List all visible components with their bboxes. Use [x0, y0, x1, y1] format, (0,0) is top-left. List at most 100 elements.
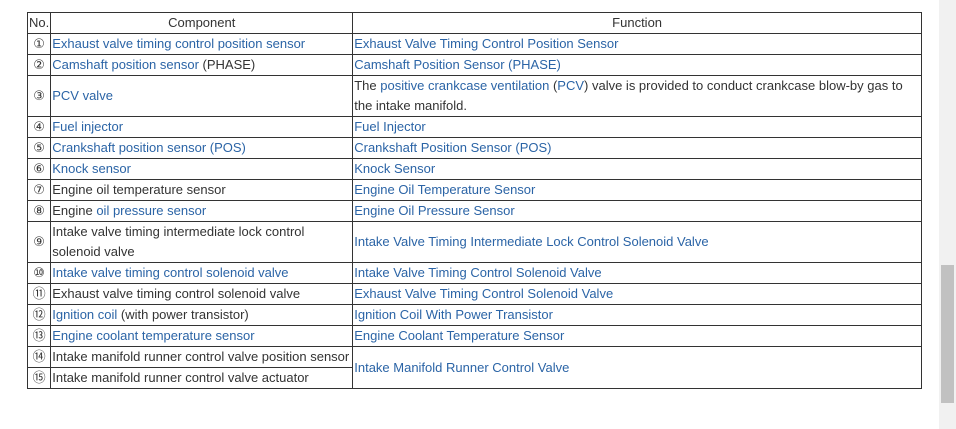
text: ) valve is provided to conduct crankcase… [354, 78, 903, 113]
link[interactable]: Intake Manifold Runner Control Valve [354, 359, 570, 375]
row-number: ⑭ [26, 346, 52, 368]
link[interactable]: Crankshaft Position Sensor (POS) [354, 140, 552, 155]
table-row: ⑮ Intake manifold runner control valve ac… [26, 367, 922, 389]
link[interactable]: PCV valve [52, 88, 113, 103]
text: Intake manifold runner control valve pos… [52, 349, 350, 364]
table-row: ⑩ Intake valve timing control solenoid va… [26, 262, 922, 284]
component-cell: Intake manifold runner control valve act… [50, 367, 354, 389]
component-cell: Exhaust valve timing control solenoid va… [50, 283, 354, 305]
link[interactable]: Exhaust Valve Timing Control Position Se… [354, 36, 619, 51]
link[interactable]: Crankshaft position sensor (POS) [52, 140, 246, 155]
link[interactable]: Knock sensor [52, 161, 131, 176]
table-row: ③ PCV valve The positive crankcase ventila… [26, 75, 922, 117]
component-cell: Exhaust valve timing control position se… [50, 33, 354, 55]
component-cell: Engine coolant temperature sensor [50, 325, 354, 347]
row-number: ⑫ [26, 304, 52, 326]
row-number: ⑧ [26, 200, 52, 222]
link[interactable]: Intake Valve Timing Control Solenoid Val… [354, 265, 602, 280]
function-cell: Engine Coolant Temperature Sensor [352, 325, 922, 347]
row-number: ② [26, 54, 52, 76]
link[interactable]: Ignition Coil With Power Transistor [354, 307, 553, 322]
function-cell: Knock Sensor [352, 158, 922, 180]
table-row: ② Camshaft position sensor (PHASE) Camshaf… [26, 54, 922, 76]
link[interactable]: PCV [557, 78, 585, 93]
component-cell: Engine oil pressure sensor [50, 200, 354, 222]
function-cell: Ignition Coil With Power Transistor [352, 304, 922, 326]
component-cell: Ignition coil (with power transistor) [50, 304, 354, 326]
component-cell: Knock sensor [50, 158, 354, 180]
link[interactable]: positive crankcase ventilation [380, 78, 550, 93]
component-cell: Intake valve timing control solenoid val… [50, 262, 354, 284]
function-cell: Engine Oil Pressure Sensor [352, 200, 922, 222]
row-number: ⑬ [26, 325, 52, 347]
component-cell: Crankshaft position sensor (POS) [50, 137, 354, 159]
link[interactable]: Knock Sensor [354, 161, 436, 176]
text: Exhaust valve timing control solenoid va… [52, 286, 301, 301]
text: Engine oil temperature sensor [52, 182, 226, 197]
link[interactable]: Fuel injector [52, 119, 124, 134]
function-cell: Exhaust Valve Timing Control Position Se… [352, 33, 922, 55]
table-row: ⑨ Intake valve timing intermediate lock c… [26, 221, 922, 263]
row-number: ⑩ [26, 262, 52, 284]
table-row: ⑪ Exhaust valve timing control solenoid v… [26, 283, 922, 305]
header-cell: Function [352, 12, 922, 34]
header-cell: No. [26, 12, 52, 34]
link[interactable]: Intake Valve Timing Intermediate Lock Co… [354, 234, 709, 249]
component-table: No. Component Function ① Exhaust valve ti… [26, 12, 922, 389]
table-row: ⑭ Intake manifold runner control valve po… [26, 346, 922, 389]
link[interactable]: Engine coolant temperature sensor [52, 328, 255, 343]
component-cell: Fuel injector [50, 116, 354, 138]
text: ( [549, 78, 558, 93]
table-row: ⑦ Engine oil temperature sensor Engine Oil… [26, 179, 922, 201]
function-cell: The positive crankcase ventilation (PCV)… [352, 75, 922, 117]
component-cell: PCV valve [50, 75, 354, 117]
table-body: ① Exhaust valve timing control position s… [26, 33, 922, 389]
component-cell: Intake valve timing intermediate lock co… [50, 221, 354, 263]
link[interactable]: Exhaust Valve Timing Control Solenoid Va… [354, 286, 614, 301]
row-number: ⑦ [26, 179, 52, 201]
text: (PHASE) [198, 57, 256, 72]
text: Engine [52, 203, 97, 218]
function-cell: Camshaft Position Sensor (PHASE) [352, 54, 922, 76]
function-cell: Intake Valve Timing Intermediate Lock Co… [352, 221, 922, 263]
link[interactable]: Ignition coil [52, 307, 118, 322]
table-row: ⑥ Knock sensor Knock Sensor [26, 158, 922, 180]
function-cell: Exhaust Valve Timing Control Solenoid Va… [352, 283, 922, 305]
component-cell: Engine oil temperature sensor [50, 179, 354, 201]
link[interactable]: Engine Oil Temperature Sensor [354, 182, 536, 197]
component-cell: Camshaft position sensor (PHASE) [50, 54, 354, 76]
link[interactable]: Camshaft Position Sensor (PHASE) [354, 57, 561, 72]
link[interactable]: Exhaust valve timing control position se… [52, 36, 306, 51]
header-row: No. Component Function [26, 12, 922, 34]
link[interactable]: oil pressure sensor [96, 203, 207, 218]
text: (with power transistor) [117, 307, 249, 322]
link[interactable]: Engine Coolant Temperature Sensor [354, 328, 565, 343]
link[interactable]: Engine Oil Pressure Sensor [354, 203, 515, 218]
row-number: ① [26, 33, 52, 55]
function-cell: Intake Manifold Runner Control Valve [352, 346, 922, 389]
scrollbar-track[interactable] [939, 0, 956, 429]
link[interactable]: Camshaft position sensor [52, 57, 199, 72]
table-head: No. Component Function [26, 12, 922, 34]
text: Intake valve timing intermediate lock co… [52, 224, 305, 259]
row-number: ⑨ [26, 221, 52, 263]
table-row: ⑫ Ignition coil (with power transistor) Ig… [26, 304, 922, 326]
function-cell: Fuel Injector [352, 116, 922, 138]
row-number: ③ [26, 75, 52, 117]
table-row: ① Exhaust valve timing control position s… [26, 33, 922, 55]
table-row: ⑤ Crankshaft position sensor (POS) Cranksh… [26, 137, 922, 159]
scrollbar-thumb[interactable] [941, 265, 954, 403]
row-number: ④ [26, 116, 52, 138]
text: Intake manifold runner control valve act… [52, 370, 309, 385]
link[interactable]: Intake valve timing control solenoid val… [52, 265, 289, 280]
link[interactable]: Fuel Injector [354, 119, 426, 134]
row-number: ⑮ [26, 367, 52, 389]
table-row: ⑧ Engine oil pressure sensor Engine Oil Pr… [26, 200, 922, 222]
table-row: ⑬ Engine coolant temperature sensor Engine… [26, 325, 922, 347]
function-cell: Intake Valve Timing Control Solenoid Val… [352, 262, 922, 284]
header-cell: Component [50, 12, 354, 34]
table-row: ④ Fuel injector Fuel Injector [26, 116, 922, 138]
row-number: ⑤ [26, 137, 52, 159]
